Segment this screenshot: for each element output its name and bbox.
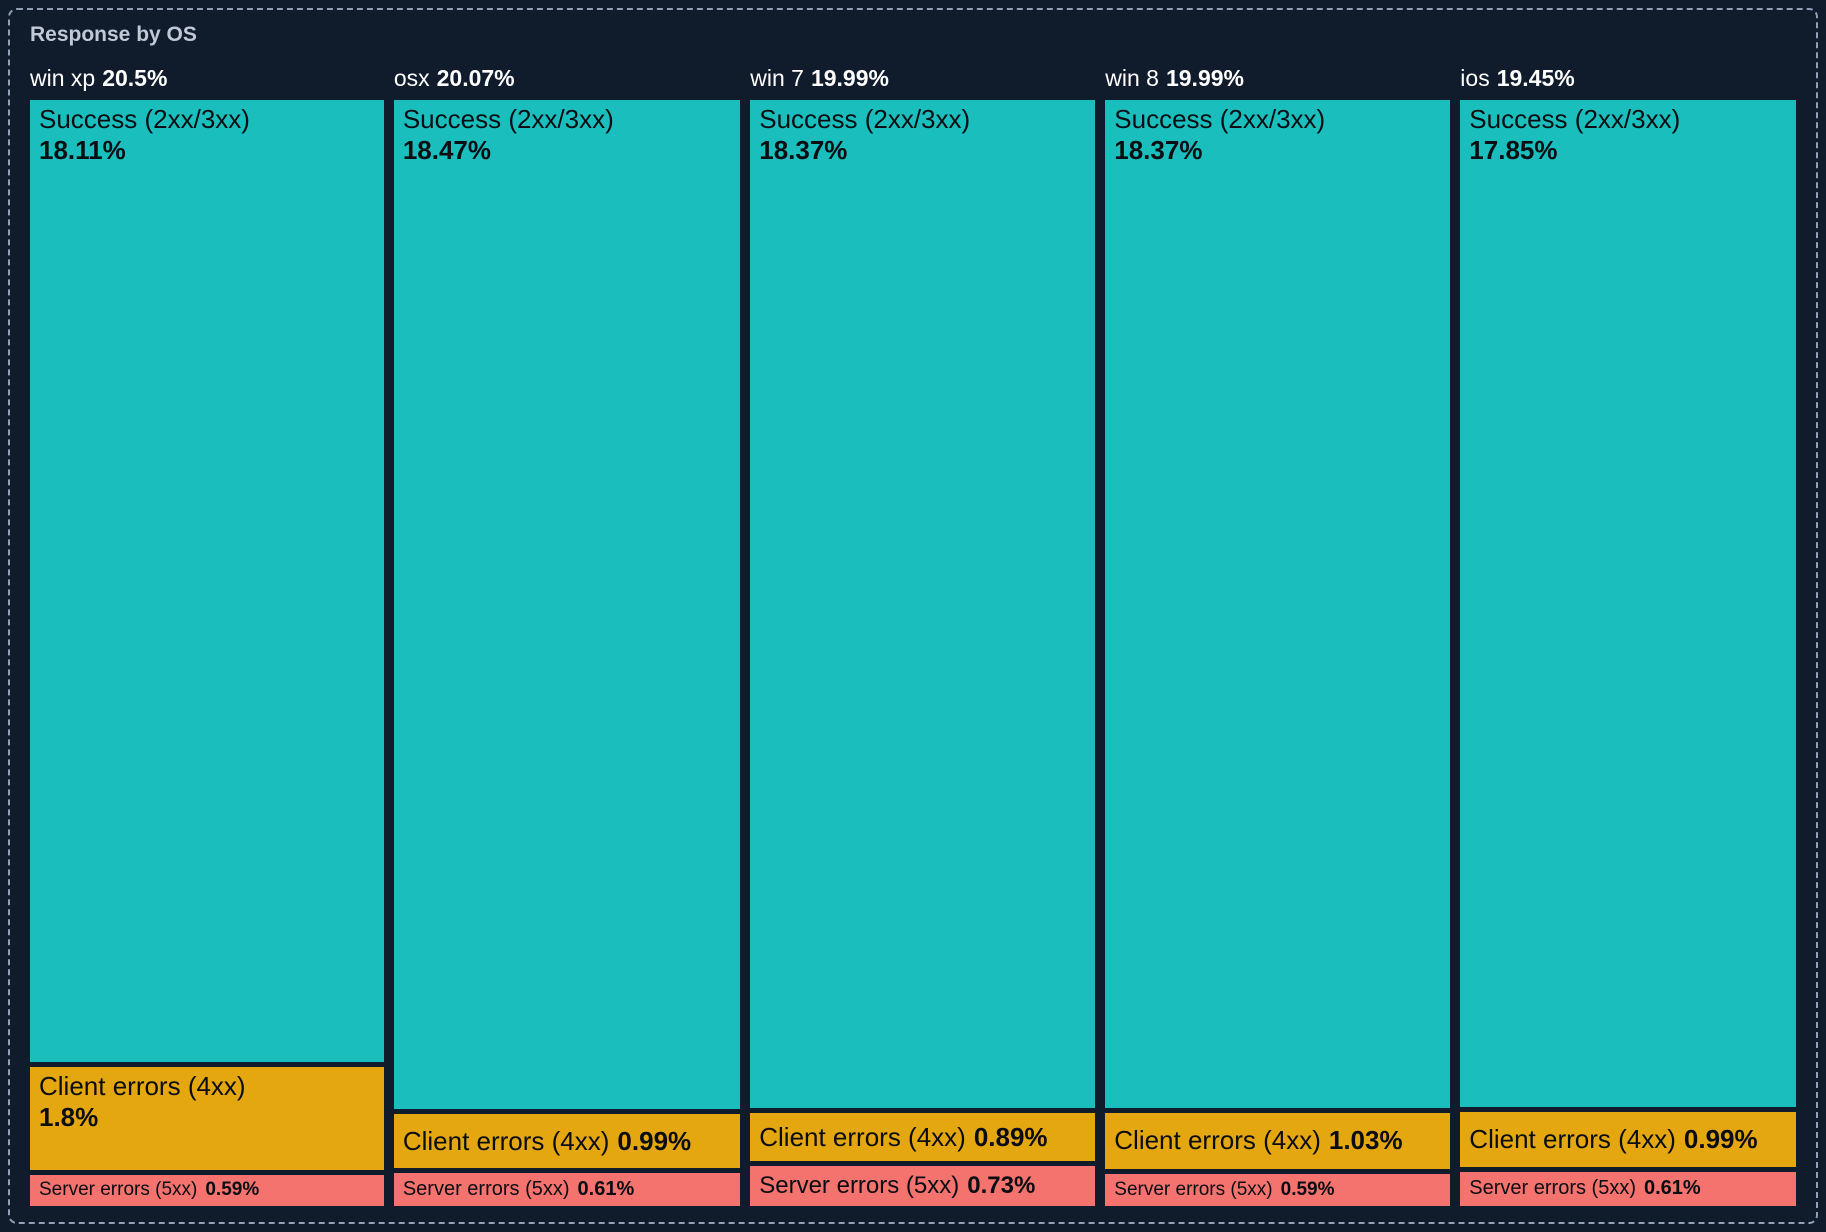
os-column-osx: osx 20.07% Success (2xx/3xx) 18.47% Client e…	[393, 64, 741, 1206]
os-segments: Success (2xx/3xx) 18.37% Client errors (4x…	[750, 100, 1096, 1206]
cell-label: Server errors (5xx)	[759, 1172, 960, 1200]
os-column-header: win 7 19.99%	[750, 64, 1095, 100]
panel-title: Response by OS	[30, 23, 197, 46]
cell-label: Client errors (4xx)	[39, 1071, 246, 1102]
os-column-ios: ios 19.45% Success (2xx/3xx) 17.85% Client e…	[1460, 64, 1796, 1206]
cell-label: Client errors (4xx)	[759, 1121, 966, 1152]
os-column-win-8: win 8 19.99% Success (2xx/3xx) 18.37% Client…	[1105, 64, 1451, 1206]
cell-label: Success (2xx/3xx)	[39, 104, 250, 134]
os-total-percent: 19.45%	[1496, 65, 1575, 91]
cell-label: Server errors (5xx)	[1114, 1178, 1273, 1200]
os-total-percent: 20.07%	[436, 65, 515, 91]
cell-value: 18.47%	[402, 135, 492, 166]
cell-value: 1.03%	[1328, 1125, 1403, 1156]
cell-value: 0.59%	[205, 1179, 260, 1201]
cell-label: Success (2xx/3xx)	[402, 104, 614, 134]
cell-label: Server errors (5xx)	[402, 1177, 570, 1200]
os-name: ios	[1460, 65, 1490, 91]
os-column-header: win xp 20.5%	[30, 64, 384, 100]
cell-value: 0.61%	[577, 1177, 635, 1200]
cell-value: 0.61%	[1644, 1177, 1701, 1200]
os-segments: Success (2xx/3xx) 18.47% Client errors (4x…	[393, 100, 741, 1206]
treemap-cell-success[interactable]: Success (2xx/3xx) 18.11%	[30, 100, 384, 1063]
cell-label: Server errors (5xx)	[39, 1179, 198, 1201]
cell-value: 0.89%	[973, 1121, 1048, 1152]
os-segments: Success (2xx/3xx) 18.11% Client errors (4x…	[30, 100, 384, 1206]
cell-value: 0.73%	[967, 1172, 1036, 1200]
treemap: win xp 20.5% Success (2xx/3xx) 18.11% Client…	[30, 64, 1796, 1206]
os-total-percent: 19.99%	[1165, 65, 1244, 91]
cell-value: 18.37%	[759, 135, 848, 166]
os-name: win xp	[30, 65, 96, 91]
treemap-cell-success[interactable]: Success (2xx/3xx) 18.37%	[750, 100, 1096, 1108]
cell-label: Success (2xx/3xx)	[1114, 104, 1326, 134]
treemap-cell-success[interactable]: Success (2xx/3xx) 18.37%	[1105, 100, 1451, 1108]
cell-value: 17.85%	[1469, 135, 1558, 166]
cell-label: Client errors (4xx)	[1114, 1125, 1321, 1156]
cell-value: 0.99%	[617, 1125, 692, 1156]
panel-response-by-os: Response by OS win xp 20.5% Success (2xx/3…	[8, 8, 1818, 1224]
treemap-cell-client[interactable]: Client errors (4xx) 1.8%	[30, 1067, 384, 1170]
os-column-header: win 8 19.99%	[1105, 64, 1450, 100]
cell-label: Server errors (5xx)	[1469, 1177, 1636, 1200]
cell-value: 0.99%	[1683, 1123, 1758, 1154]
os-name: osx	[393, 65, 430, 91]
treemap-cell-client[interactable]: Client errors (4xx) 0.89%	[750, 1112, 1096, 1162]
cell-value: 18.37%	[1114, 135, 1203, 166]
cell-label: Success (2xx/3xx)	[1469, 104, 1681, 134]
cell-value: 18.11%	[39, 135, 126, 166]
os-column-header: osx 20.07%	[394, 64, 740, 100]
treemap-cell-success[interactable]: Success (2xx/3xx) 18.47%	[393, 100, 741, 1110]
os-total-percent: 19.99%	[810, 65, 889, 91]
os-column-win-xp: win xp 20.5% Success (2xx/3xx) 18.11% Client…	[30, 64, 384, 1206]
treemap-cell-server[interactable]: Server errors (5xx) 0.61%	[393, 1172, 741, 1206]
os-segments: Success (2xx/3xx) 17.85% Client errors (4x…	[1460, 100, 1796, 1206]
os-column-header: ios 19.45%	[1460, 64, 1796, 100]
treemap-cell-success[interactable]: Success (2xx/3xx) 17.85%	[1460, 100, 1796, 1107]
treemap-cell-client[interactable]: Client errors (4xx) 0.99%	[1460, 1111, 1796, 1167]
treemap-cell-server[interactable]: Server errors (5xx) 0.61%	[1460, 1171, 1796, 1206]
treemap-cell-server[interactable]: Server errors (5xx) 0.73%	[750, 1166, 1096, 1206]
os-segments: Success (2xx/3xx) 18.37% Client errors (4x…	[1105, 100, 1451, 1206]
os-total-percent: 20.5%	[102, 65, 168, 91]
treemap-cell-client[interactable]: Client errors (4xx) 1.03%	[1105, 1112, 1451, 1169]
os-name: win 8	[1105, 65, 1159, 91]
os-name: win 7	[750, 65, 804, 91]
cell-value: 1.8%	[39, 1102, 99, 1133]
cell-label: Client errors (4xx)	[1469, 1123, 1676, 1154]
cell-label: Success (2xx/3xx)	[759, 104, 971, 134]
treemap-cell-server[interactable]: Server errors (5xx) 0.59%	[1105, 1173, 1451, 1206]
treemap-cell-server[interactable]: Server errors (5xx) 0.59%	[30, 1174, 384, 1206]
cell-value: 0.59%	[1280, 1178, 1335, 1200]
cell-label: Client errors (4xx)	[402, 1125, 610, 1156]
treemap-cell-client[interactable]: Client errors (4xx) 0.99%	[393, 1114, 741, 1168]
os-column-win-7: win 7 19.99% Success (2xx/3xx) 18.37% Client…	[750, 64, 1096, 1206]
